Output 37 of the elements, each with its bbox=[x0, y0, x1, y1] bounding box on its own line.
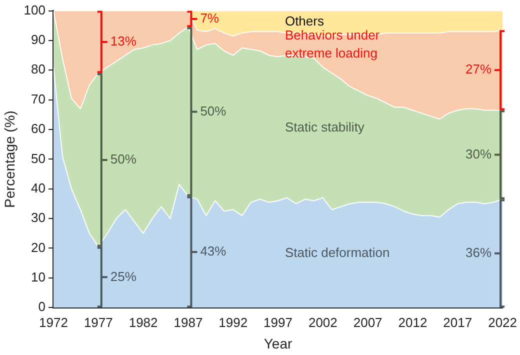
annotation: 43% bbox=[200, 244, 227, 259]
y-tick-label: 60 bbox=[31, 121, 46, 136]
y-tick-label: 50 bbox=[31, 150, 46, 166]
annotation: 25% bbox=[110, 268, 137, 284]
annotation: 27% bbox=[466, 62, 492, 77]
annotation: 13% bbox=[110, 34, 137, 49]
x-tick-label: 1982 bbox=[128, 314, 158, 330]
x-tick-label: 1992 bbox=[218, 314, 248, 330]
annotation: 50% bbox=[200, 103, 227, 118]
x-axis-title: Year bbox=[264, 335, 292, 352]
y-axis-title: Percentage (%) bbox=[1, 110, 18, 208]
series-label: Others bbox=[284, 14, 324, 29]
annotation: 36% bbox=[466, 245, 492, 260]
y-tick-label: 0 bbox=[38, 299, 46, 314]
series-label: Behaviors under extreme loading bbox=[284, 28, 380, 61]
annotation: 50% bbox=[110, 152, 137, 167]
x-tick-label: 1972 bbox=[39, 314, 68, 330]
x-tick-label: 1997 bbox=[264, 314, 292, 330]
y-tick-label: 70 bbox=[31, 91, 46, 106]
annotation: 7% bbox=[200, 10, 220, 26]
x-tick-label: 2017 bbox=[443, 314, 472, 330]
annotation: 30% bbox=[466, 146, 492, 162]
x-tick-label: 1977 bbox=[84, 314, 113, 330]
y-tick-label: 80 bbox=[31, 62, 46, 77]
series-label: Static deformation bbox=[284, 245, 390, 260]
x-tick-label: 2022 bbox=[488, 314, 517, 330]
x-tick-label: 1987 bbox=[174, 314, 203, 330]
y-tick-label: 10 bbox=[31, 270, 46, 284]
y-tick-label: 20 bbox=[31, 240, 46, 255]
y-tick-label: 100 bbox=[24, 2, 46, 18]
y-tick-label: 90 bbox=[31, 32, 46, 48]
x-tick-label: 2007 bbox=[353, 314, 382, 330]
series-label: Static stability bbox=[284, 120, 365, 135]
y-tick-label: 40 bbox=[31, 180, 46, 196]
x-tick-label: 2012 bbox=[398, 314, 428, 330]
x-tick-label: 2002 bbox=[308, 314, 338, 330]
y-tick-label: 30 bbox=[31, 210, 46, 226]
